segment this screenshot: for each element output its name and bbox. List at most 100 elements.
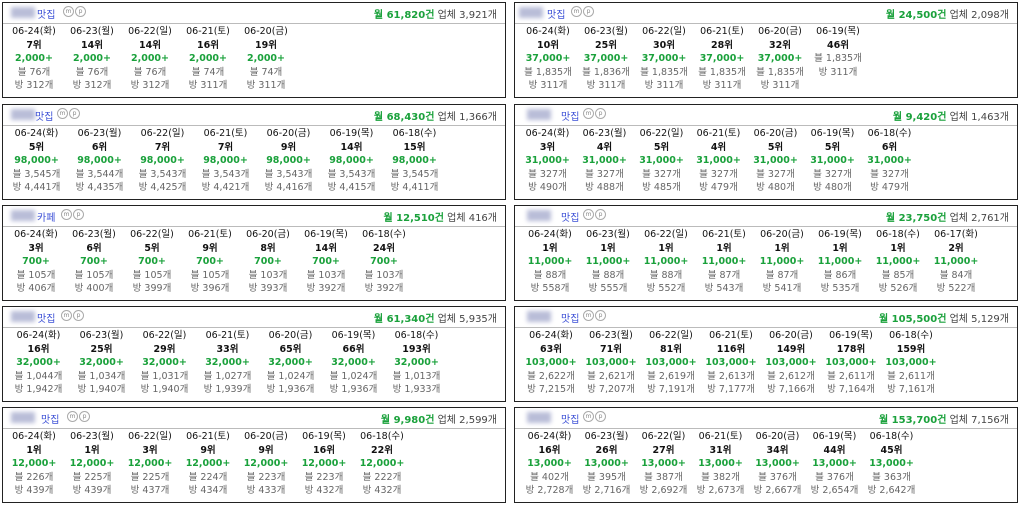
day-rank: 5위 bbox=[144, 242, 160, 254]
day-visitor-count: 방 311개 bbox=[188, 80, 228, 91]
p-badge-icon[interactable]: p bbox=[595, 108, 606, 119]
keyword-card[interactable]: 맛집 m p 월 9,420건 업체 1,463개 06-24(화) 3위 31,000+ 블… bbox=[514, 104, 1018, 200]
day-date: 06-19(목) bbox=[810, 128, 855, 139]
day-visitor-count: 방 490개 bbox=[528, 182, 567, 193]
day-visitor-count: 방 437개 bbox=[130, 485, 170, 496]
m-badge-icon[interactable]: m bbox=[583, 310, 594, 321]
day-visitor-count: 방 392개 bbox=[364, 283, 404, 294]
day-date: 06-19(목) bbox=[816, 26, 860, 37]
day-rank: 24위 bbox=[373, 242, 395, 254]
daily-rank-list: 06-24(화) 10위 37,000+ 블 1,835개 방 311개 06-23(월)… bbox=[515, 25, 1017, 97]
p-badge-icon[interactable]: p bbox=[69, 108, 80, 119]
p-badge-icon[interactable]: p bbox=[583, 6, 594, 17]
p-badge-icon[interactable]: p bbox=[595, 310, 606, 321]
day-date: 06-21(토) bbox=[702, 229, 746, 240]
m-badge-icon[interactable]: m bbox=[583, 108, 594, 119]
keyword-card[interactable]: 맛집 m p 월 105,500건 업체 5,129개 06-24(화) 63위 103,0… bbox=[514, 306, 1018, 402]
day-blog-count: 블 222개 bbox=[362, 471, 402, 483]
m-badge-icon[interactable]: m bbox=[583, 411, 594, 422]
day-rank: 25위 bbox=[595, 39, 617, 51]
day-blog-count: 블 327개 bbox=[813, 168, 852, 180]
day-date: 06-21(토) bbox=[203, 128, 248, 139]
day-search-volume: 103,000+ bbox=[645, 357, 697, 368]
day-search-volume: 98,000+ bbox=[14, 155, 59, 166]
day-rank: 22위 bbox=[371, 444, 393, 456]
day-blog-count: 블 87개 bbox=[707, 269, 741, 281]
keyword-card[interactable]: 맛집 m p 월 153,700건 업체 7,156개 06-24(화) 16위 13,00… bbox=[514, 407, 1018, 503]
keyword-card[interactable]: 맛집 m p 월 23,750건 업체 2,761개 06-24(화) 1위 11,000+… bbox=[514, 205, 1018, 301]
day-column: 06-19(목) 16위 12,000+ 블 223개 방 432개 bbox=[297, 430, 351, 498]
day-date: 06-24(화) bbox=[527, 431, 572, 442]
day-column: 06-19(목) 44위 13,000+ 블 376개 방 2,654개 bbox=[808, 430, 861, 498]
day-date: 06-23(월) bbox=[584, 431, 629, 442]
day-search-volume: 13,000+ bbox=[698, 458, 743, 469]
keyword-card[interactable]: 맛집 m p 월 68,430건 업체 1,366개 06-24(화) 5위 98,000+… bbox=[2, 104, 506, 200]
monthly-volume: 월 24,500건 bbox=[885, 10, 947, 21]
day-blog-count: 블 105개 bbox=[74, 269, 114, 281]
m-badge-icon[interactable]: m bbox=[67, 411, 78, 422]
day-search-volume: 700+ bbox=[370, 256, 398, 267]
day-search-volume: 700+ bbox=[312, 256, 340, 267]
m-badge-icon[interactable]: m bbox=[61, 209, 72, 220]
category-label: 맛집 bbox=[547, 10, 566, 21]
day-column: 06-23(월) 14위 2,000+ 블 76개 방 312개 bbox=[65, 25, 119, 93]
keyword-card[interactable]: 카페 m p 월 12,510건 업체 416개 06-24(화) 3위 700+ 블 105… bbox=[2, 205, 506, 301]
keyword-card[interactable]: 맛집 m p 월 9,980건 업체 2,599개 06-24(화) 1위 12,000+ 블… bbox=[2, 407, 506, 503]
day-rank: 2위 bbox=[948, 242, 964, 254]
day-date: 06-18(수) bbox=[362, 229, 406, 240]
day-visitor-count: 방 4,416개 bbox=[264, 182, 313, 193]
monthly-volume: 월 23,750건 bbox=[885, 213, 947, 224]
day-blog-count: 블 88개 bbox=[591, 269, 625, 281]
daily-rank-list: 06-24(화) 3위 31,000+ 블 327개 방 490개 06-23(월) 4위 3… bbox=[515, 127, 1017, 199]
day-rank: 32위 bbox=[769, 39, 791, 51]
day-blog-count: 블 103개 bbox=[248, 269, 288, 281]
day-search-volume: 11,000+ bbox=[759, 256, 805, 267]
day-date: 06-20(금) bbox=[760, 229, 804, 240]
m-badge-icon[interactable]: m bbox=[61, 310, 72, 321]
day-date: 06-24(화) bbox=[12, 26, 56, 37]
day-column: 06-20(금) 9위 98,000+ 블 3,543개 방 4,416개 bbox=[259, 127, 318, 195]
day-rank: 9위 bbox=[280, 141, 297, 153]
day-column: 06-20(금) 19위 2,000+ 블 74개 방 311개 bbox=[239, 25, 293, 93]
p-badge-icon[interactable]: p bbox=[595, 411, 606, 422]
day-visitor-count: 방 2,654개 bbox=[810, 485, 859, 496]
day-rank: 1위 bbox=[84, 444, 100, 456]
day-date: 06-23(월) bbox=[70, 26, 114, 37]
keyword-card[interactable]: 맛집 m p 월 24,500건 업체 2,098개 06-24(화) 10위 37,000… bbox=[514, 2, 1018, 98]
m-badge-icon[interactable]: m bbox=[571, 6, 582, 17]
m-badge-icon[interactable]: m bbox=[63, 6, 74, 17]
day-column: 06-22(일) 14위 2,000+ 블 76개 방 312개 bbox=[123, 25, 177, 93]
p-badge-icon[interactable]: p bbox=[79, 411, 90, 422]
m-badge-icon[interactable]: m bbox=[57, 108, 68, 119]
keyword-card[interactable]: 맛집 m p 월 61,340건 업체 5,935개 06-24(화) 16위 32,000… bbox=[2, 306, 506, 402]
day-search-volume: 103,000+ bbox=[765, 357, 817, 368]
card-header: 맛집 m p 월 9,420건 업체 1,463개 bbox=[515, 105, 1017, 126]
day-column: 06-19(목) 5위 31,000+ 블 327개 방 480개 bbox=[806, 127, 859, 195]
day-visitor-count: 방 396개 bbox=[190, 283, 230, 294]
redacted-place-name bbox=[11, 210, 35, 221]
day-column: 06-23(월) 71위 103,000+ 블 2,621개 방 7,207개 bbox=[583, 329, 639, 397]
p-badge-icon[interactable]: p bbox=[73, 310, 84, 321]
day-column: 06-20(금) 8위 700+ 블 103개 방 393개 bbox=[241, 228, 295, 296]
day-date: 06-18(수) bbox=[392, 128, 437, 139]
m-badge-icon[interactable]: m bbox=[583, 209, 594, 220]
business-count: 업체 1,463개 bbox=[946, 112, 1009, 123]
day-blog-count: 블 224개 bbox=[188, 471, 228, 483]
day-search-volume: 13,000+ bbox=[527, 458, 572, 469]
p-badge-icon[interactable]: p bbox=[75, 6, 86, 17]
day-date: 06-18(수) bbox=[889, 330, 933, 341]
day-date: 06-21(토) bbox=[205, 330, 250, 341]
monthly-search-stat: 월 24,500건 업체 2,098개 bbox=[886, 6, 1009, 21]
category-label: 맛집 bbox=[561, 314, 580, 325]
keyword-card[interactable]: 맛집 m p 월 61,820건 업체 3,921개 06-24(화) 7위 2,000+ 블… bbox=[2, 2, 506, 98]
day-visitor-count: 방 311개 bbox=[528, 80, 568, 91]
p-badge-icon[interactable]: p bbox=[73, 209, 84, 220]
day-search-volume: 13,000+ bbox=[755, 458, 800, 469]
day-rank: 1위 bbox=[890, 242, 906, 254]
card-header: 맛집 m p 월 24,500건 업체 2,098개 bbox=[515, 3, 1017, 24]
day-search-volume: 98,000+ bbox=[77, 155, 122, 166]
p-badge-icon[interactable]: p bbox=[595, 209, 606, 220]
day-rank: 7위 bbox=[154, 141, 171, 153]
day-date: 06-18(수) bbox=[869, 431, 914, 442]
day-rank: 81위 bbox=[660, 343, 682, 355]
